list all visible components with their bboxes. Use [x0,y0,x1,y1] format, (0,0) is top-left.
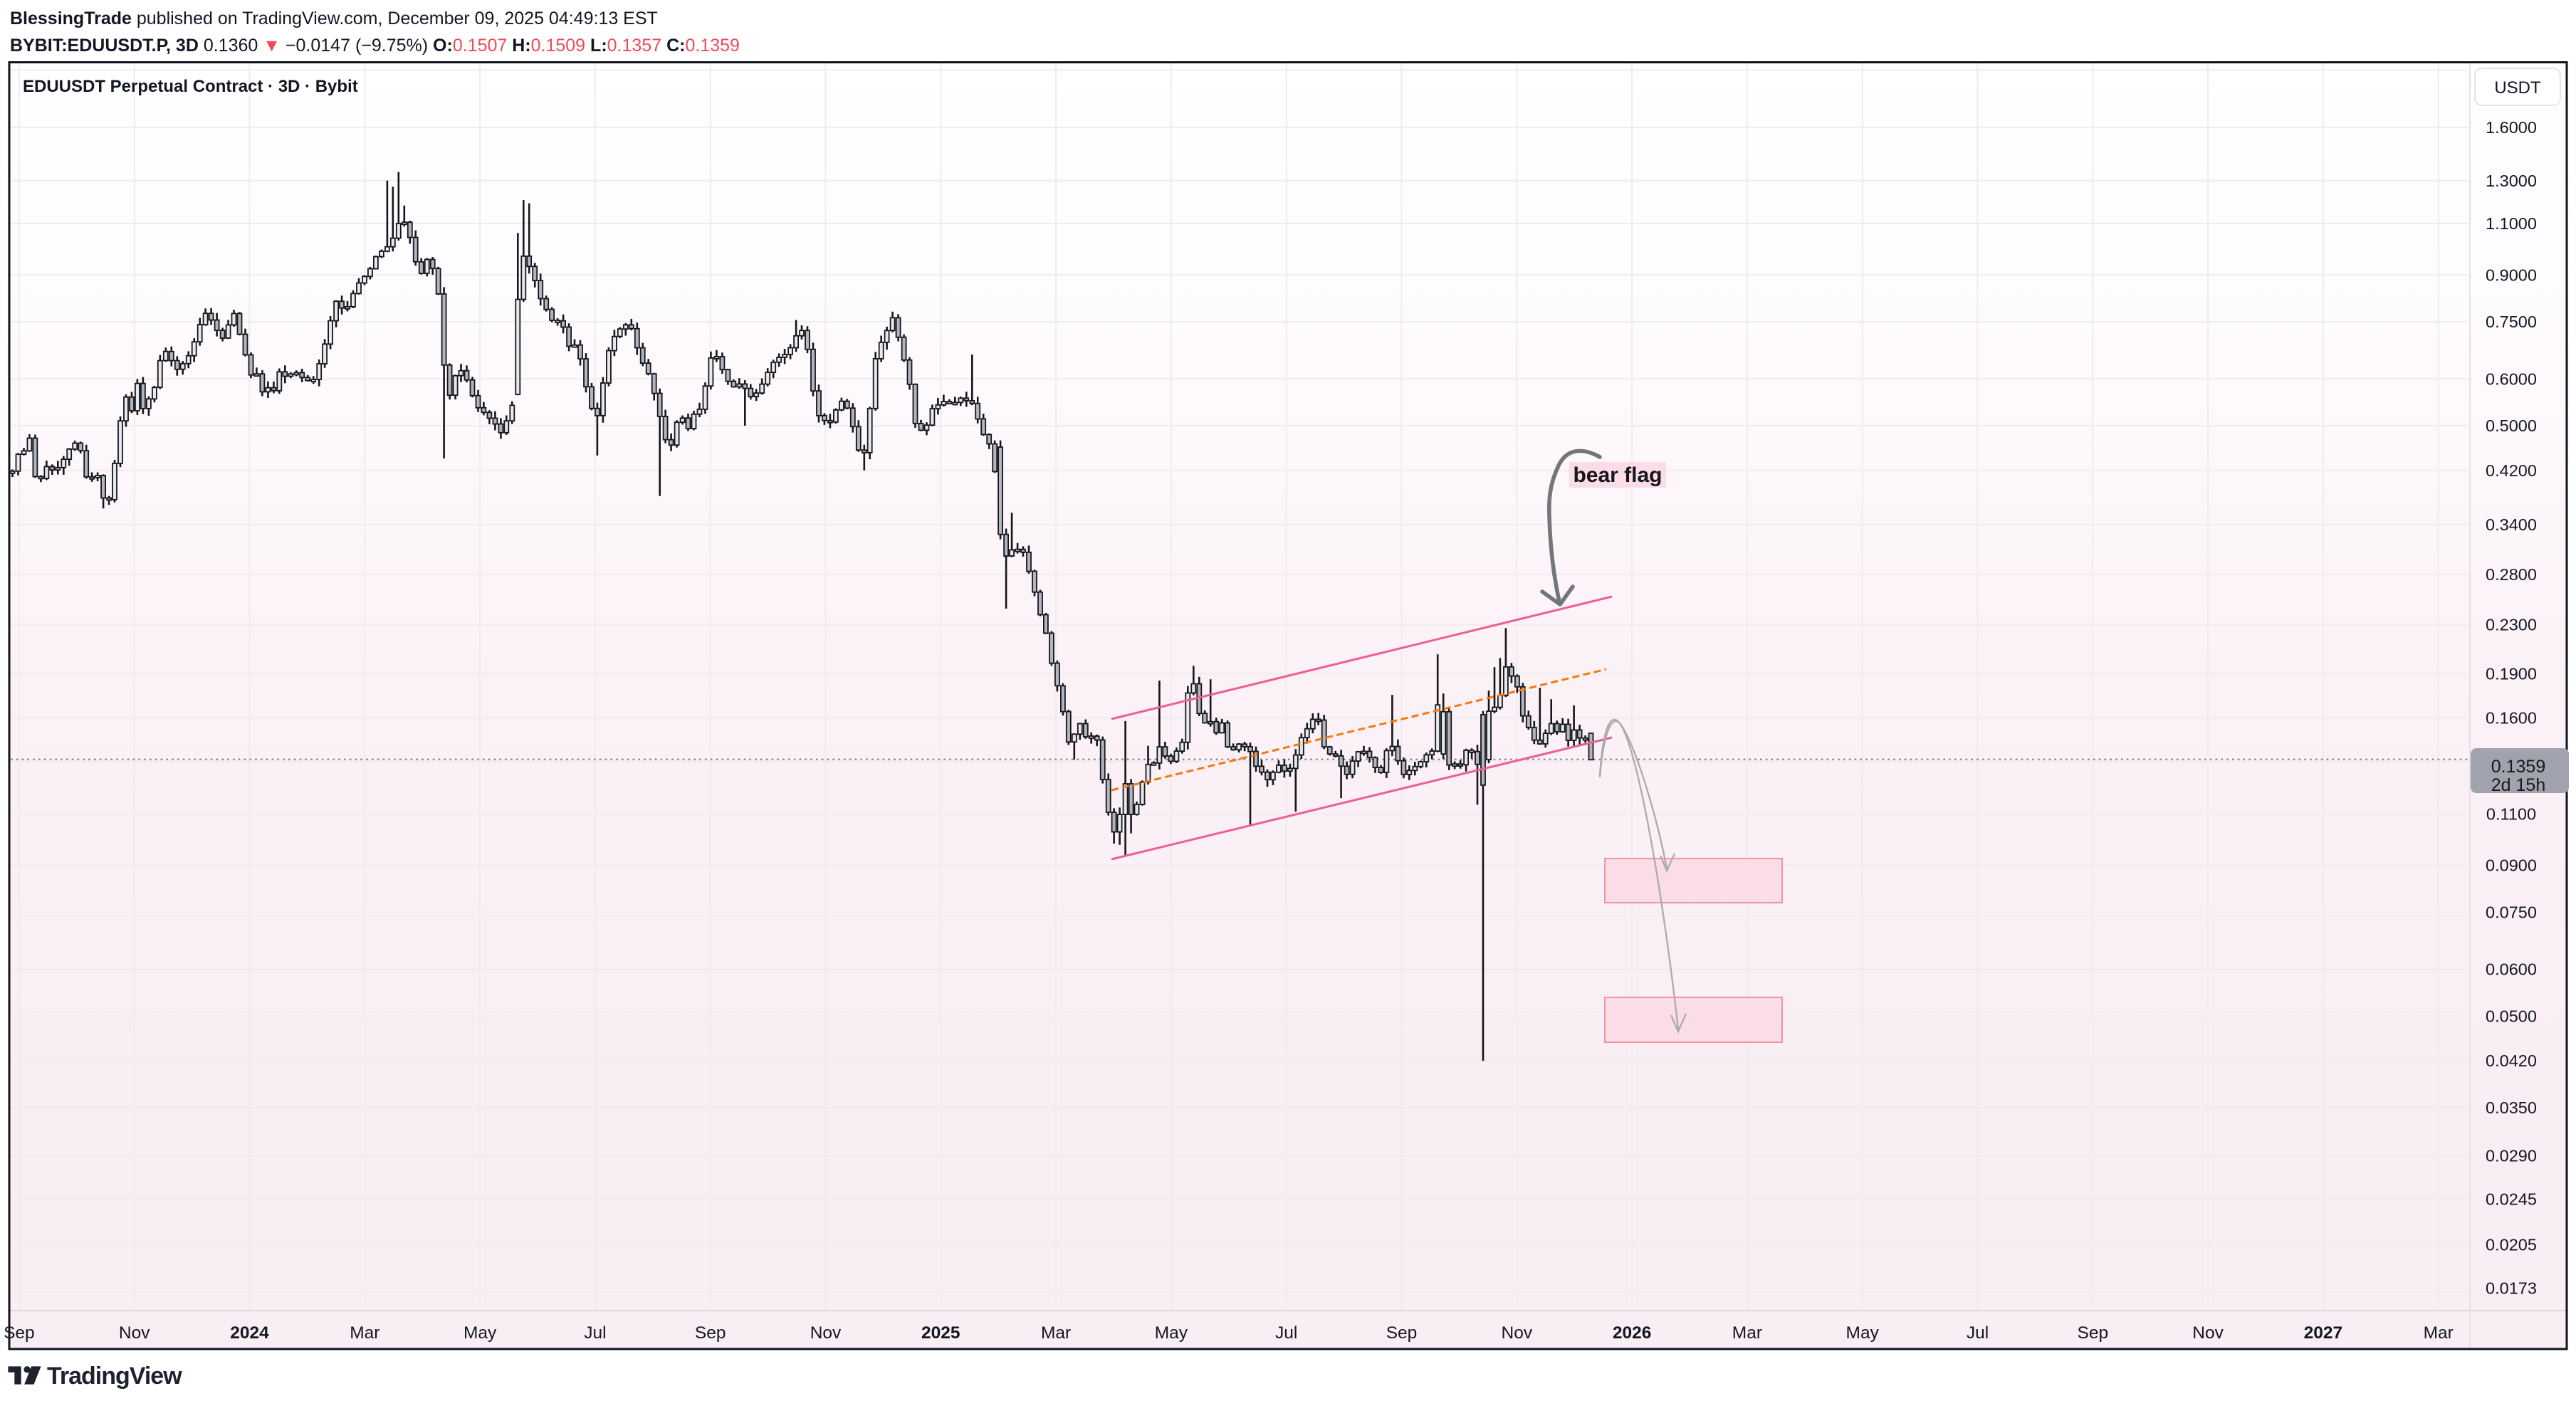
svg-text:0.3400: 0.3400 [2486,515,2537,534]
svg-text:0.1900: 0.1900 [2486,665,2537,683]
svg-text:0.0205: 0.0205 [2486,1236,2537,1254]
svg-text:1.1000: 1.1000 [2486,214,2537,233]
svg-text:0.0900: 0.0900 [2486,856,2537,875]
svg-text:BlessingTrade published on Tra: BlessingTrade published on TradingView.c… [10,9,658,28]
svg-text:Nov: Nov [119,1323,150,1343]
svg-text:May: May [1155,1323,1188,1343]
svg-text:Nov: Nov [1502,1323,1533,1343]
svg-text:Nov: Nov [2192,1323,2224,1343]
svg-text:2024: 2024 [230,1323,269,1343]
svg-text:Sep: Sep [1386,1323,1418,1343]
svg-text:Jul: Jul [1967,1323,1989,1343]
svg-text:0.0290: 0.0290 [2486,1147,2537,1165]
svg-text:0.1359: 0.1359 [2491,757,2545,777]
svg-text:0.5000: 0.5000 [2486,416,2537,435]
svg-text:bear flag: bear flag [1573,463,1662,487]
svg-text:May: May [464,1323,497,1343]
svg-text:0.2800: 0.2800 [2486,565,2537,584]
svg-text:2025: 2025 [921,1323,960,1343]
svg-text:0.0750: 0.0750 [2486,903,2537,921]
svg-text:Nov: Nov [810,1323,842,1343]
svg-text:Jul: Jul [1275,1323,1297,1343]
svg-text:2027: 2027 [2304,1323,2343,1343]
svg-text:0.2300: 0.2300 [2486,616,2537,634]
svg-text:0.4200: 0.4200 [2486,461,2537,480]
svg-text:Sep: Sep [2078,1323,2109,1343]
svg-text:2026: 2026 [1613,1323,1652,1343]
svg-text:Mar: Mar [1732,1323,1762,1343]
svg-text:0.1600: 0.1600 [2486,708,2537,727]
svg-text:Sep: Sep [695,1323,726,1343]
svg-text:0.9000: 0.9000 [2486,266,2537,284]
svg-text:USDT: USDT [2494,78,2541,98]
svg-text:BYBIT:EDUUSDT.P, 3D 0.1360 ▼: BYBIT:EDUUSDT.P, 3D 0.1360 ▼ −0.0147 (−9… [10,36,740,56]
svg-text:0.0350: 0.0350 [2486,1098,2537,1117]
svg-text:May: May [1846,1323,1880,1343]
svg-text:Mar: Mar [350,1323,379,1343]
svg-text:Mar: Mar [1041,1323,1071,1343]
svg-text:2d 15h: 2d 15h [2491,775,2545,795]
svg-text:0.0245: 0.0245 [2486,1190,2537,1208]
svg-text:EDUUSDT Perpetual Contract · 3: EDUUSDT Perpetual Contract · 3D · Bybit [23,77,358,96]
svg-text:1.6000: 1.6000 [2486,118,2537,137]
svg-text:TradingView: TradingView [47,1363,182,1390]
svg-text:0.6000: 0.6000 [2486,369,2537,388]
svg-text:0.0600: 0.0600 [2486,960,2537,979]
svg-text:0.0420: 0.0420 [2486,1051,2537,1070]
svg-text:0.1100: 0.1100 [2486,804,2536,823]
svg-text:1.3000: 1.3000 [2486,172,2537,190]
svg-text:0.0500: 0.0500 [2486,1007,2537,1025]
svg-text:Mar: Mar [2424,1323,2454,1343]
svg-text:0.7500: 0.7500 [2486,313,2537,331]
svg-text:Sep: Sep [4,1323,35,1343]
svg-text:0.0173: 0.0173 [2486,1279,2537,1298]
svg-text:Jul: Jul [584,1323,606,1343]
